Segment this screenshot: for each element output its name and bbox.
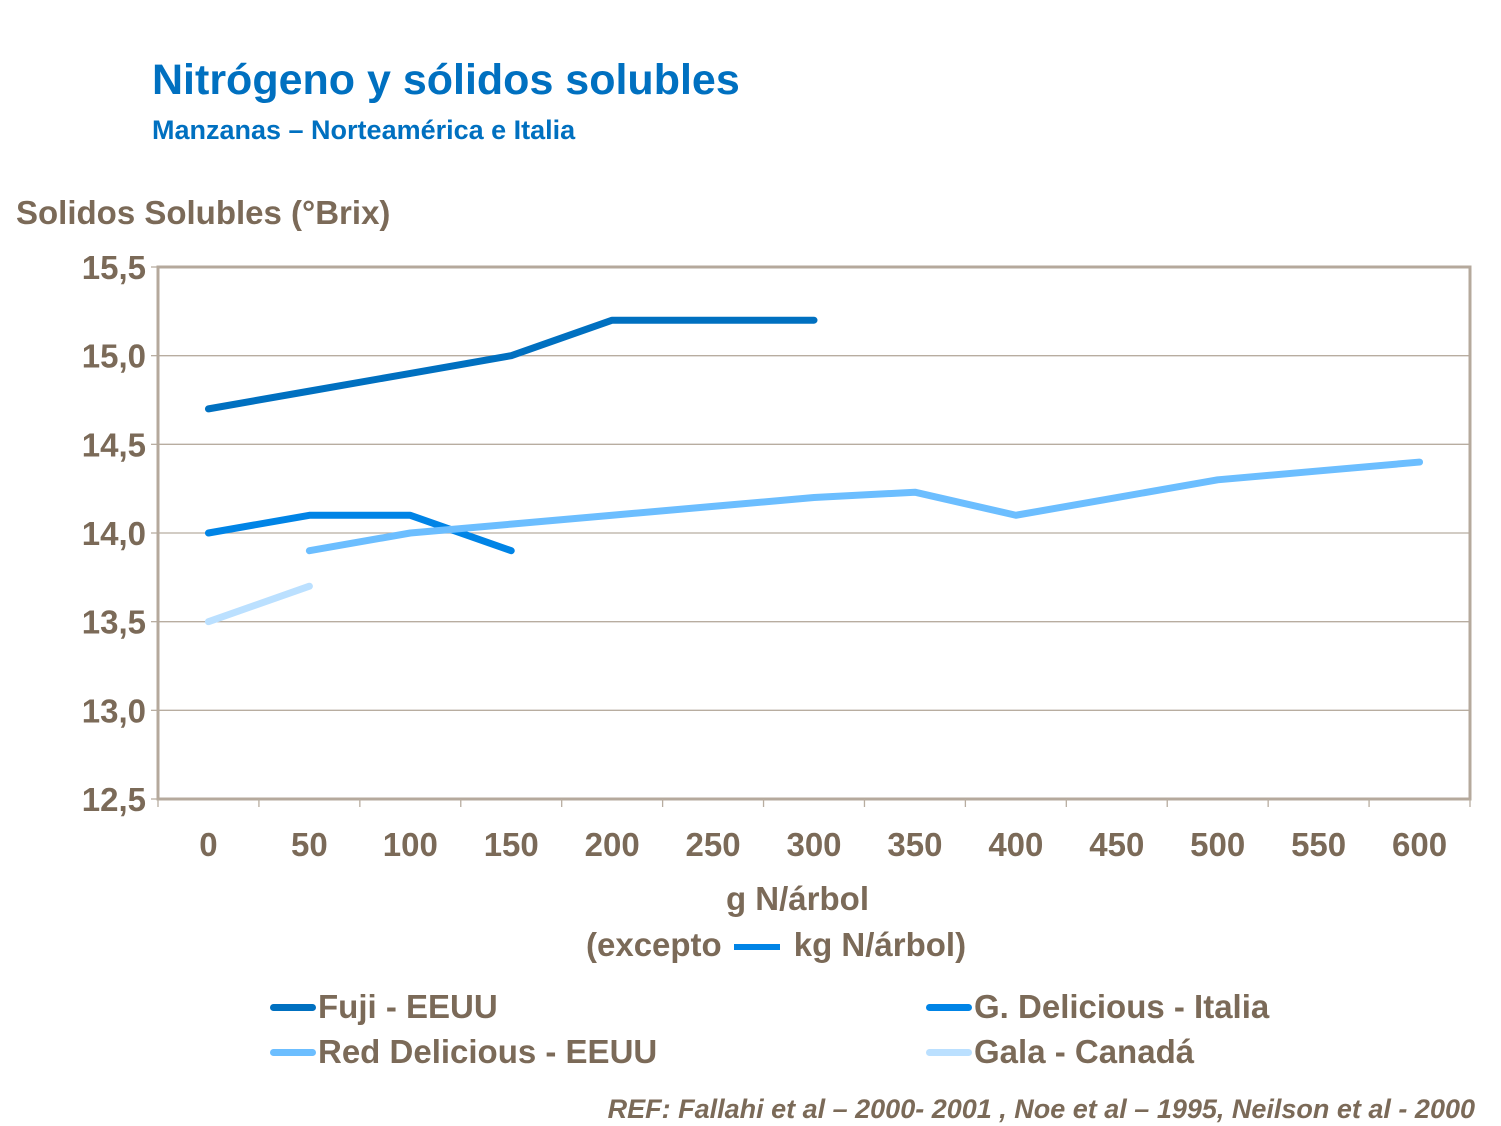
legend-item-fuji: Fuji - EEUU: [270, 988, 498, 1026]
x-tick-label: 450: [1089, 826, 1144, 863]
y-tick-label: 14,5: [82, 426, 146, 463]
x-tick-label: 500: [1190, 826, 1245, 863]
legend-swatch: [270, 1048, 316, 1056]
legend-label: Fuji - EEUU: [318, 988, 498, 1025]
x-tick-label: 200: [585, 826, 640, 863]
legend-item-gala: Gala - Canadá: [926, 1033, 1194, 1071]
legend-swatch: [270, 1003, 316, 1011]
y-tick-label: 15,0: [82, 338, 146, 375]
series-line-red-delicious-eeuu: [305, 458, 1424, 555]
x-tick-label: 100: [383, 826, 438, 863]
chart-title: Nitrógeno y sólidos solubles: [152, 56, 740, 104]
series-line-fuji-eeuu: [204, 316, 818, 413]
y-tick-label: 13,5: [82, 604, 146, 641]
g-delicious-line-icon: [733, 944, 780, 951]
series-line-g-delicious-italia: [204, 511, 515, 555]
legend-swatch: [926, 1003, 972, 1011]
x-tick-label: 300: [786, 826, 841, 863]
x-tick-label: 150: [484, 826, 539, 863]
legend-item-red-delicious: Red Delicious - EEUU: [270, 1033, 657, 1071]
y-axis-label: Solidos Solubles (°Brix): [16, 194, 391, 231]
x-tick-label: 400: [988, 826, 1043, 863]
x-axis-note: (excepto kg N/árbol): [586, 926, 966, 964]
x-tick-label: 0: [199, 826, 217, 863]
x-axis-note-before: (excepto: [586, 926, 722, 963]
x-axis-label: g N/árbol: [725, 880, 869, 917]
y-tick-label: 15,5: [82, 249, 146, 286]
y-tick-label: 13,0: [82, 692, 146, 729]
y-tick-label: 12,5: [82, 781, 146, 818]
legend-label: Red Delicious - EEUU: [318, 1033, 658, 1070]
x-axis-note-after: kg N/árbol): [793, 926, 967, 963]
legend-item-g-delicious: G. Delicious - Italia: [926, 988, 1269, 1026]
x-tick-label: 250: [686, 826, 741, 863]
plot-frame: [156, 265, 1472, 801]
y-tick-label: 14,0: [82, 515, 146, 552]
legend-label: G. Delicious - Italia: [974, 988, 1270, 1025]
legend-label: Gala - Canadá: [974, 1033, 1195, 1070]
x-tick-label: 350: [887, 826, 942, 863]
series-line-gala-canad-: [204, 582, 313, 626]
x-tick-label: 600: [1392, 826, 1447, 863]
x-tick-label: 50: [291, 826, 328, 863]
legend-swatch: [926, 1048, 972, 1056]
chart-subtitle: Manzanas – Norteamérica e Italia: [152, 115, 576, 145]
reference-note: REF: Fallahi et al – 2000- 2001 , Noe et…: [607, 1094, 1475, 1124]
x-tick-label: 550: [1291, 826, 1346, 863]
